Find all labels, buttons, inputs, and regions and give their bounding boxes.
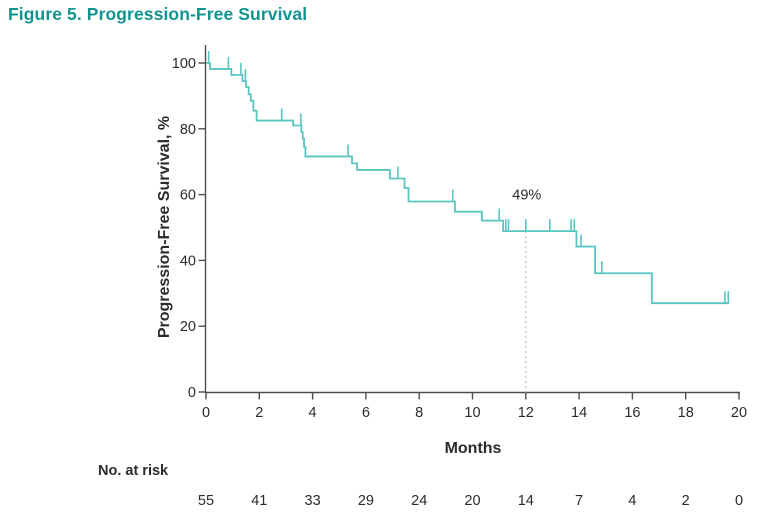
- at-risk-value: 0: [735, 493, 743, 509]
- x-tick-label: 18: [678, 405, 694, 421]
- x-tick-label: 6: [362, 405, 370, 421]
- at-risk-value: 2: [682, 493, 690, 509]
- at-risk-value: 33: [305, 493, 321, 509]
- x-tick-label: 2: [255, 405, 263, 421]
- x-tick-label: 4: [309, 405, 317, 421]
- y-tick-label: 100: [172, 56, 196, 72]
- at-risk-value: 55: [198, 493, 214, 509]
- x-tick-label: 0: [202, 405, 210, 421]
- at-risk-value: 7: [575, 493, 583, 509]
- at-risk-value: 29: [358, 493, 374, 509]
- x-tick-label: 10: [464, 405, 480, 421]
- y-axis-label: Progression-Free Survival, %: [156, 115, 173, 339]
- figure-title: Figure 5. Progression-Free Survival: [8, 4, 308, 24]
- at-risk-label: No. at risk: [98, 463, 169, 479]
- at-risk-value: 24: [411, 493, 427, 509]
- at-risk-value: 41: [251, 493, 267, 509]
- milestone-annotation: 49%: [512, 188, 541, 204]
- x-tick-label: 8: [415, 405, 423, 421]
- at-risk-value: 4: [628, 493, 636, 509]
- y-tick-label: 80: [180, 122, 196, 138]
- x-tick-label: 20: [731, 405, 747, 421]
- y-tick-label: 20: [180, 319, 196, 335]
- y-tick-label: 0: [188, 385, 196, 401]
- x-axis-label: Months: [444, 440, 502, 457]
- at-risk-value: 14: [518, 493, 534, 509]
- x-tick-label: 16: [624, 405, 640, 421]
- km-curve: [206, 62, 729, 305]
- x-tick-label: 12: [518, 405, 534, 421]
- y-tick-label: 60: [180, 188, 196, 204]
- x-tick-label: 14: [571, 405, 587, 421]
- y-tick-label: 40: [180, 253, 196, 269]
- at-risk-value: 20: [464, 493, 480, 509]
